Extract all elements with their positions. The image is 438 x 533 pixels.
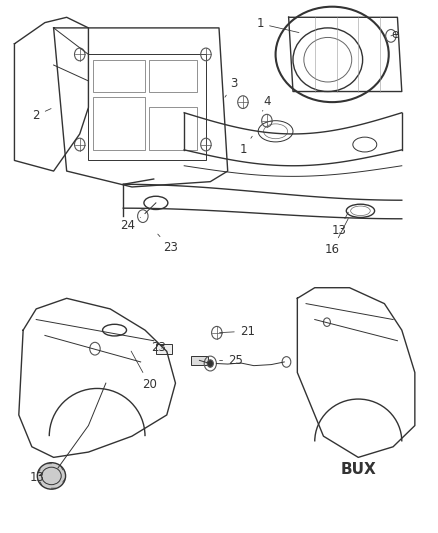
- Bar: [191, 356, 208, 365]
- Text: 13: 13: [30, 471, 45, 484]
- Bar: [156, 344, 173, 354]
- Text: 16: 16: [325, 219, 348, 256]
- Text: e: e: [391, 28, 399, 41]
- Text: 1: 1: [257, 17, 299, 33]
- Text: 23: 23: [152, 341, 166, 353]
- Text: 21: 21: [219, 325, 255, 338]
- Text: 25: 25: [219, 354, 243, 367]
- Text: 4: 4: [262, 94, 271, 111]
- Text: 23: 23: [158, 234, 178, 254]
- Bar: [149, 60, 197, 92]
- Text: 2: 2: [32, 109, 51, 122]
- Ellipse shape: [37, 463, 66, 489]
- Bar: [88, 54, 206, 160]
- Text: 1: 1: [239, 136, 252, 156]
- Circle shape: [207, 360, 213, 367]
- Text: BUX: BUX: [340, 462, 376, 477]
- Text: 24: 24: [120, 217, 141, 232]
- Text: 3: 3: [225, 77, 238, 97]
- Bar: [93, 60, 145, 92]
- Text: 13: 13: [331, 212, 348, 237]
- Text: 20: 20: [131, 351, 157, 391]
- Bar: [93, 97, 145, 150]
- Bar: [149, 108, 197, 150]
